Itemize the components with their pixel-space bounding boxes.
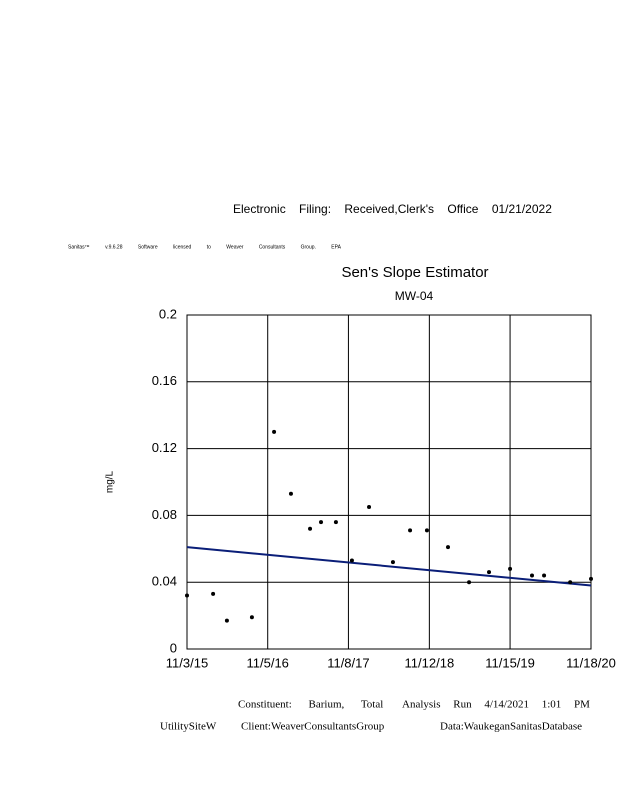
data-point	[288, 491, 293, 496]
data-point	[542, 573, 547, 578]
footer-client: Client:WeaverConsultantsGroup	[241, 721, 385, 733]
y-tick-label: 0.12	[152, 440, 177, 455]
chart-title: Sen's Slope Estimator	[341, 264, 488, 281]
y-tick-label: 0	[170, 640, 177, 655]
data-point	[211, 591, 216, 596]
data-point	[308, 526, 313, 531]
data-point	[467, 580, 472, 585]
data-point	[508, 566, 513, 571]
footer-analysis: Analysis Run 4/14/2021 1:01 PM	[402, 699, 590, 711]
data-point	[390, 560, 395, 565]
footer-constituent: Constituent: Barium, Total	[238, 699, 383, 711]
x-tick-label: 11/8/17	[327, 655, 369, 670]
y-axis-label: mg/L	[105, 470, 116, 493]
data-point	[408, 528, 413, 533]
y-tick-label: 0.2	[159, 306, 177, 321]
y-tick-label: 0.16	[152, 373, 177, 388]
data-point	[589, 576, 593, 581]
data-point	[319, 520, 324, 525]
data-point	[333, 520, 338, 525]
chart-subtitle: MW-04	[395, 289, 434, 303]
y-tick-label: 0.04	[152, 574, 177, 589]
data-point	[367, 505, 372, 510]
x-tick-label: 11/3/15	[166, 655, 208, 670]
footer-site: UtilitySiteW	[160, 721, 217, 733]
trend-line	[186, 546, 592, 587]
x-tick-label: 11/5/16	[247, 655, 289, 670]
x-tick-label: 11/12/18	[405, 655, 455, 670]
y-tick-label: 0.08	[152, 507, 177, 522]
data-point	[349, 558, 354, 563]
footer-data: Data:WaukeganSanitasDatabase	[440, 721, 582, 733]
x-tick-label: 11/15/19	[485, 655, 535, 670]
data-point	[568, 580, 573, 585]
filing-stamp: Electronic Filing: Received,Clerk's Offi…	[233, 202, 552, 216]
data-point	[224, 618, 229, 623]
plot-frame	[186, 314, 592, 650]
data-point	[185, 593, 189, 598]
data-point	[424, 528, 429, 533]
software-note: Sanitas™ v.9.6.28 Software licensed to W…	[68, 244, 342, 250]
data-point	[445, 545, 450, 550]
x-tick-label: 11/18/20	[566, 655, 616, 670]
data-point	[487, 570, 492, 575]
data-point	[249, 615, 254, 620]
data-point	[530, 573, 535, 578]
data-point	[272, 429, 277, 434]
